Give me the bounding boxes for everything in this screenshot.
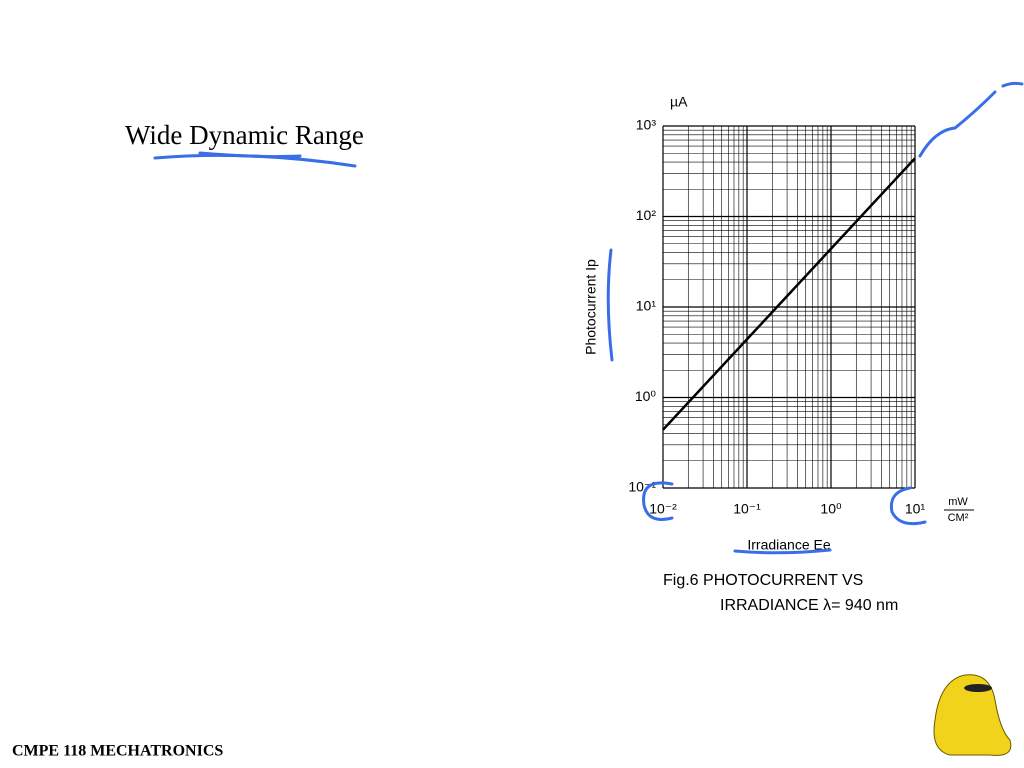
annotation (642, 481, 674, 521)
annotation (606, 248, 614, 362)
y-tick-label: 10³ (636, 117, 657, 133)
y-tick-label: 10¹ (636, 298, 657, 314)
x-tick-label: 10⁰ (820, 501, 842, 517)
x-tick-label: 10¹ (905, 501, 926, 517)
footer: CMPE 118 MECHATRONICS (12, 743, 223, 760)
y-unit: µA (670, 94, 688, 110)
annotation (198, 151, 302, 159)
caption-line: IRRADIANCE λ= 940 nm (720, 597, 898, 614)
x-unit-numerator: mW (948, 496, 968, 508)
x-tick-label: 10⁻² (649, 501, 677, 517)
x-axis-label: Irradiance Ee (747, 537, 830, 553)
y-tick-label: 10² (636, 207, 657, 223)
x-unit-denominator: CM² (948, 512, 969, 524)
annotation (889, 486, 927, 526)
annotation (733, 548, 832, 555)
slide-title: Wide Dynamic Range (125, 120, 364, 150)
data-line (662, 157, 916, 431)
y-axis-label: Photocurrent Ip (583, 259, 599, 355)
plot: 10⁻² 10⁻¹ 10⁰ 10¹ 10⁻¹ 10⁰ 10¹ 10² 10³ (628, 117, 925, 517)
y-tick-label: 10⁰ (635, 388, 657, 404)
annotation (918, 81, 1024, 158)
x-tick-label: 10⁻¹ (733, 501, 761, 517)
y-tick-label: 10⁻¹ (628, 479, 656, 495)
caption-line: Fig.6 PHOTOCURRENT VS (663, 572, 863, 589)
mascot (933, 674, 1012, 756)
